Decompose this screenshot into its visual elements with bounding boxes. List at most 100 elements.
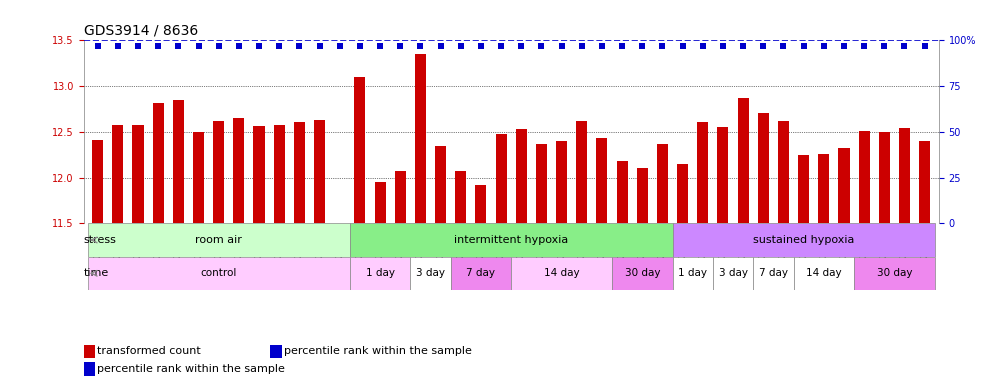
- Bar: [435, 146, 446, 223]
- Text: 14 day: 14 day: [544, 268, 579, 278]
- Point: [655, 43, 670, 49]
- Point: [473, 43, 489, 49]
- Text: transformed count: transformed count: [97, 346, 202, 356]
- Point: [614, 43, 630, 49]
- Point: [231, 43, 247, 49]
- Point: [312, 43, 327, 49]
- Point: [453, 43, 469, 49]
- Bar: [713, 257, 753, 290]
- Bar: [858, 131, 870, 223]
- Bar: [133, 126, 144, 223]
- Bar: [898, 128, 910, 223]
- Point: [816, 43, 832, 49]
- Bar: [450, 257, 511, 290]
- Point: [271, 43, 287, 49]
- Point: [513, 43, 529, 49]
- Bar: [556, 141, 567, 223]
- Point: [89, 43, 105, 49]
- Point: [332, 43, 348, 49]
- Bar: [753, 257, 793, 290]
- Bar: [87, 257, 350, 290]
- Bar: [516, 129, 527, 223]
- Point: [292, 43, 308, 49]
- Text: percentile rank within the sample: percentile rank within the sample: [284, 346, 472, 356]
- Bar: [657, 144, 668, 223]
- Point: [594, 43, 609, 49]
- Bar: [637, 169, 648, 223]
- Text: 3 day: 3 day: [719, 268, 747, 278]
- Point: [634, 43, 650, 49]
- Bar: [213, 121, 224, 223]
- Bar: [597, 138, 607, 223]
- Bar: [511, 257, 612, 290]
- Text: stress: stress: [84, 235, 117, 245]
- Bar: [718, 127, 728, 223]
- Bar: [254, 126, 264, 223]
- Text: control: control: [201, 268, 237, 278]
- Bar: [314, 120, 325, 223]
- Point: [553, 43, 569, 49]
- Point: [392, 43, 408, 49]
- Bar: [737, 98, 749, 223]
- Text: GDS3914 / 8636: GDS3914 / 8636: [84, 24, 198, 38]
- Bar: [672, 223, 935, 257]
- Text: 3 day: 3 day: [416, 268, 445, 278]
- Point: [373, 43, 388, 49]
- Bar: [334, 223, 345, 252]
- Point: [755, 43, 771, 49]
- Point: [191, 43, 206, 49]
- Point: [534, 43, 549, 49]
- Point: [493, 43, 509, 49]
- Bar: [697, 122, 709, 223]
- Bar: [677, 164, 688, 223]
- Point: [856, 43, 872, 49]
- Bar: [112, 126, 124, 223]
- Bar: [919, 141, 930, 223]
- Point: [170, 43, 186, 49]
- Bar: [758, 113, 769, 223]
- Point: [433, 43, 448, 49]
- Bar: [778, 121, 789, 223]
- Point: [695, 43, 711, 49]
- Bar: [576, 121, 587, 223]
- Text: 14 day: 14 day: [806, 268, 841, 278]
- Bar: [152, 103, 164, 223]
- Bar: [87, 223, 350, 257]
- Bar: [798, 155, 809, 223]
- Text: 30 day: 30 day: [624, 268, 660, 278]
- Bar: [495, 134, 506, 223]
- Text: time: time: [84, 268, 109, 278]
- Bar: [415, 54, 426, 223]
- Bar: [273, 126, 285, 223]
- Bar: [476, 185, 487, 223]
- Point: [837, 43, 852, 49]
- Bar: [350, 223, 672, 257]
- Text: percentile rank within the sample: percentile rank within the sample: [97, 364, 285, 374]
- Point: [896, 43, 912, 49]
- Bar: [92, 140, 103, 223]
- Bar: [612, 257, 672, 290]
- Point: [776, 43, 791, 49]
- Point: [130, 43, 145, 49]
- Bar: [375, 182, 385, 223]
- Point: [674, 43, 690, 49]
- Point: [715, 43, 730, 49]
- Bar: [793, 257, 854, 290]
- Text: 7 day: 7 day: [466, 268, 495, 278]
- Bar: [616, 161, 627, 223]
- Bar: [173, 100, 184, 223]
- Point: [735, 43, 751, 49]
- Bar: [879, 132, 890, 223]
- Point: [150, 43, 166, 49]
- Bar: [410, 257, 450, 290]
- Text: room air: room air: [196, 235, 242, 245]
- Point: [413, 43, 429, 49]
- Text: 7 day: 7 day: [759, 268, 787, 278]
- Bar: [854, 257, 935, 290]
- Point: [210, 43, 226, 49]
- Bar: [838, 148, 849, 223]
- Text: 1 day: 1 day: [366, 268, 394, 278]
- Bar: [818, 154, 830, 223]
- Bar: [395, 171, 406, 223]
- Text: intermittent hypoxia: intermittent hypoxia: [454, 235, 568, 245]
